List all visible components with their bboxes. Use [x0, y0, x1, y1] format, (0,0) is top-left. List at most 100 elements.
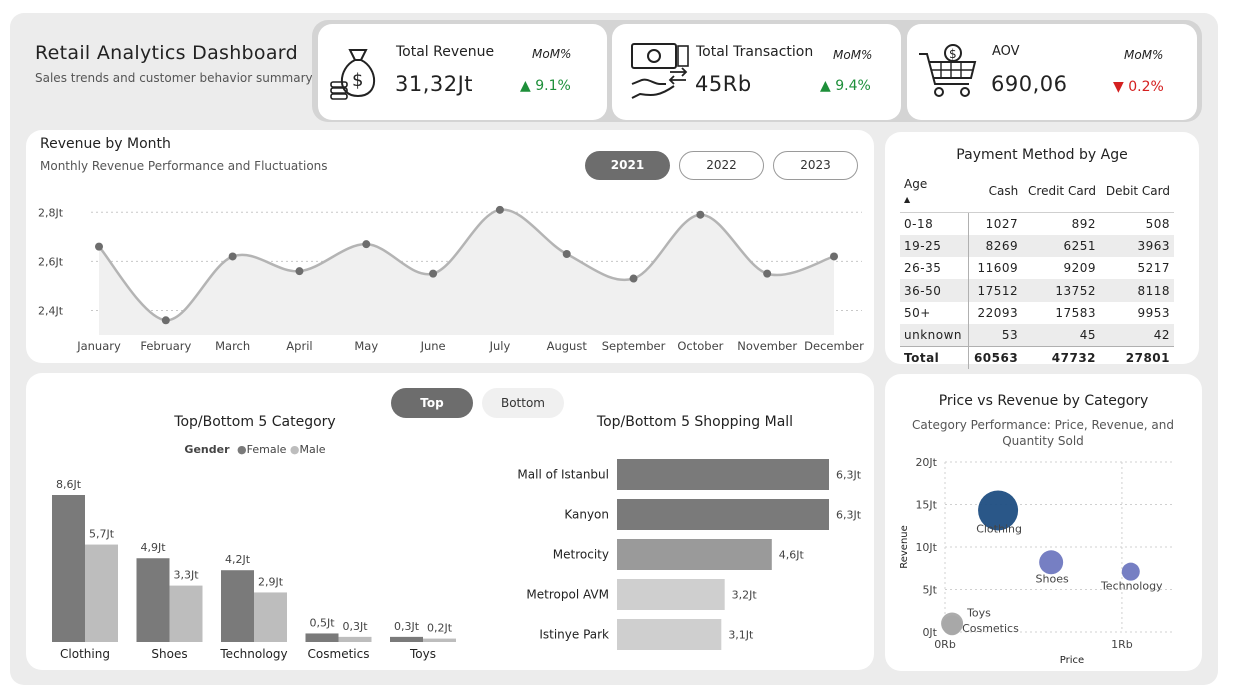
data-label: 0,3Jt — [342, 620, 368, 633]
price-revenue-card — [885, 374, 1202, 671]
bubble-label: Cosmetics — [962, 622, 1019, 635]
kpi-card-revenue: $ Total Revenue 31,32Jt MoM% ▲ 9.1% — [318, 24, 607, 120]
kpi-transactions-value: 45Rb — [695, 72, 752, 96]
table-row: 0-18 1027 892 508 — [900, 212, 1174, 235]
payment-method-table: Age ▲ Cash Credit Card Debit Card 0-18 102… — [900, 174, 1174, 369]
x-tick-label: Technology — [219, 647, 287, 661]
x-tick-label: 0Rb — [934, 638, 956, 651]
x-axis-label: Price — [1060, 655, 1084, 666]
kpi-card-transactions: Total Transaction 45Rb MoM% ▲ 9.4% — [612, 24, 901, 120]
kpi-aov-value: 690,06 — [991, 72, 1068, 96]
sort-ascending-icon: ▲ — [904, 195, 911, 204]
kpi-aov-change: ▼ 0.2% — [1113, 79, 1164, 95]
bubble-label: Toys — [966, 607, 991, 620]
legend-label-female: Female — [246, 443, 287, 456]
legend-dot-male: ● — [289, 443, 300, 456]
revenue-chart-subtitle: Monthly Revenue Performance and Fluctuat… — [40, 159, 328, 173]
data-label: 0,3Jt — [394, 620, 420, 633]
bubble-shoes — [1039, 550, 1064, 575]
x-tick-label: August — [547, 339, 588, 353]
data-point — [562, 250, 571, 258]
money-bag-icon: $ — [330, 49, 375, 100]
kpi-aov-mom-label: MoM% — [1124, 48, 1164, 62]
data-label: 3,1Jt — [728, 629, 754, 642]
page-subtitle: Sales trends and customer behavior summa… — [35, 71, 315, 85]
y-tick-label: Mall of Istanbul — [517, 468, 609, 482]
y-tick-label: Metrocity — [553, 548, 609, 562]
bar-male — [338, 636, 372, 642]
data-label: 2,9Jt — [258, 575, 284, 588]
gender-legend: Gender ●Female ●Male — [60, 443, 450, 456]
kpi-card-aov: $ AOV 690,06 MoM% ▼ 0.2% — [907, 24, 1197, 120]
svg-text:$: $ — [949, 47, 957, 61]
data-point — [161, 316, 170, 325]
data-point — [495, 205, 504, 214]
bar-male — [254, 592, 287, 642]
y-tick-label: 20Jt — [915, 456, 937, 469]
kpi-revenue-change: ▲ 9.1% — [520, 78, 571, 94]
data-label: 5,7Jt — [89, 528, 115, 541]
mall-chart-title: Top/Bottom 5 Shopping Mall — [596, 414, 794, 430]
y-tick-label: Metropol AVM — [526, 588, 609, 602]
y-tick-label: Istinye Park — [539, 628, 609, 642]
series-line — [98, 208, 835, 322]
kpi-revenue-label: Total Revenue — [396, 44, 495, 60]
y-tick-label: 2,8Jt — [38, 206, 64, 219]
column-header-cash[interactable]: Cash — [968, 174, 1023, 213]
kpi-revenue-value: 31,32Jt — [395, 72, 474, 96]
data-label: 4,9Jt — [140, 541, 166, 554]
data-label: 6,3Jt — [836, 509, 862, 522]
bottom-button[interactable]: Bottom — [482, 388, 564, 418]
bubble-clothing — [978, 490, 1019, 531]
bar-female — [136, 558, 170, 642]
bar — [617, 499, 829, 530]
y-tick-label: 15Jt — [915, 499, 937, 512]
area-fill — [99, 209, 834, 335]
year-button-2023[interactable]: 2023 — [773, 151, 858, 180]
x-tick-label: March — [215, 339, 250, 353]
bar — [617, 619, 722, 650]
bar — [617, 579, 725, 610]
x-tick-label: Clothing — [60, 647, 110, 661]
x-tick-label: April — [286, 339, 312, 353]
column-header-debit-card[interactable]: Debit Card — [1100, 174, 1174, 213]
scatter-chart-title: Price vs Revenue by Category — [938, 393, 1149, 409]
column-header-credit-card[interactable]: Credit Card — [1022, 174, 1101, 213]
scatter-chart-subtitle: Category Performance: Price, Revenue, an… — [912, 418, 1174, 448]
column-header-age[interactable]: Age ▲ — [900, 174, 969, 213]
x-tick-label: December — [804, 339, 864, 353]
x-tick-label: September — [602, 339, 666, 353]
data-point — [95, 242, 103, 251]
bar-female — [221, 570, 254, 642]
legend-label-male: Male — [299, 443, 326, 456]
year-button-2022[interactable]: 2022 — [679, 151, 764, 180]
bubble-label: Shoes — [1036, 572, 1069, 585]
y-tick-label: Kanyon — [564, 508, 609, 522]
top-button[interactable]: Top — [391, 388, 473, 418]
data-label: 0,5Jt — [309, 616, 335, 629]
year-button-2021[interactable]: 2021 — [585, 151, 670, 180]
bar-male — [169, 585, 203, 642]
table-row: 36-50 17512 13752 8118 — [900, 279, 1174, 302]
bar-female — [52, 495, 85, 642]
data-label: 6,3Jt — [836, 469, 862, 482]
bar-male — [85, 544, 118, 642]
bar-female — [305, 633, 339, 642]
data-point — [295, 267, 304, 276]
mall-bar-chart: Mall of Istanbul 6,3Jt Kanyon 6,3Jt Metrocit… — [517, 459, 862, 650]
cash-transfer-icon — [631, 43, 689, 99]
y-tick-label: 5Jt — [922, 584, 937, 597]
kpi-transactions-label: Total Transaction — [696, 44, 814, 60]
y-tick-label: 2,4Jt — [38, 304, 64, 317]
revenue-line-chart: 2,4Jt 2,6Jt 2,8Jt January February March April… — [38, 205, 864, 353]
legend-title: Gender — [184, 443, 230, 456]
x-tick-label: February — [140, 339, 191, 353]
x-tick-label: Shoes — [151, 647, 187, 661]
x-tick-label: Cosmetics — [308, 647, 370, 661]
y-axis-label: Revenue — [899, 525, 910, 569]
kpi-transactions-change: ▲ 9.4% — [820, 78, 871, 94]
bar — [617, 539, 772, 570]
data-label: 4,2Jt — [225, 553, 251, 566]
legend-dot-female: ● — [237, 443, 247, 456]
data-point — [629, 274, 638, 283]
